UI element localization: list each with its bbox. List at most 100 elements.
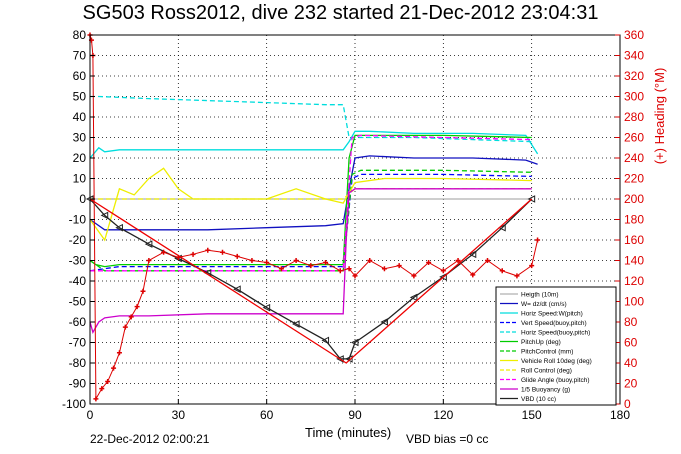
- heading-point: [234, 253, 240, 259]
- legend-label: Vert Speed(buoy,pitch): [521, 320, 587, 327]
- heading-point: [337, 268, 343, 274]
- vbd-point: [115, 223, 123, 232]
- vbd-point: [527, 195, 536, 203]
- legend-label: Horiz Speed(buoy,pitch): [521, 330, 590, 337]
- vbd-point: [468, 250, 477, 259]
- series-horiz-speed-w-pitch--line: [89, 130, 539, 159]
- legend-label: VBD (10 cc): [521, 396, 556, 403]
- heading-point: [352, 273, 358, 279]
- heading-point: [529, 263, 535, 269]
- left-y-tick-label: 70: [73, 49, 87, 63]
- heading-point: [396, 263, 402, 269]
- series-1-5-buoyancy-g--line: [89, 188, 532, 334]
- vbd-point: [498, 223, 506, 232]
- legend-label: PitchControl (mm): [521, 349, 573, 356]
- right-y-tick-label: 20: [624, 377, 638, 391]
- heading-point: [455, 258, 461, 263]
- series-vert-speed-buoy-pitch--line: [89, 173, 532, 272]
- vbd-point: [262, 303, 271, 312]
- axes: -100-90-80-70-60-50-40-30-20-10010203040…: [62, 28, 644, 422]
- legend-label: 1/5 Buoyancy (g): [521, 387, 570, 394]
- vbd-point: [144, 240, 153, 248]
- heading-point: [220, 249, 225, 255]
- left-y-tick-label: -50: [69, 295, 87, 309]
- left-y-tick-label: 30: [73, 131, 87, 145]
- x-tick-label: 180: [610, 408, 630, 422]
- series-glide-angle-buoy-pitch--line: [90, 134, 532, 272]
- vbd-point: [321, 336, 330, 345]
- left-y-tick-label: 10: [73, 172, 87, 186]
- heading-point: [146, 258, 152, 263]
- right-y-tick-label: 280: [624, 110, 644, 124]
- right-y-tick-label: 60: [624, 336, 638, 350]
- right-y-tick-label: 180: [624, 213, 644, 227]
- right-y-tick-label: 120: [624, 274, 644, 288]
- x-tick-label: 60: [260, 408, 274, 422]
- legend-label: Vehicle Roll 10deg (deg): [521, 358, 592, 365]
- heading-point: [116, 350, 122, 356]
- series-pitchup-deg--line: [89, 134, 532, 268]
- heading-point: [308, 263, 314, 269]
- series-horiz-speed-buoy-pitch--line: [90, 95, 532, 143]
- series-depth-heigth-10m--line: [89, 198, 533, 364]
- x-axis-label: Time (minutes): [305, 425, 392, 440]
- vbd-point: [439, 273, 447, 281]
- right-y-tick-label: 300: [624, 90, 644, 104]
- left-y-tick-label: 0: [79, 192, 86, 206]
- heading-point: [440, 268, 446, 274]
- legend-label: Heigth (10m): [521, 292, 559, 299]
- left-y-tick-label: -90: [69, 377, 87, 391]
- heading-point: [535, 237, 541, 243]
- vbd-point: [409, 293, 418, 302]
- legend-label: Horiz Speed:W(pitch): [521, 311, 583, 318]
- heading-point: [161, 249, 167, 255]
- right-y-tick-label: 340: [624, 49, 644, 63]
- left-y-tick-label: -30: [69, 254, 87, 268]
- right-y-axis-label: (+) Heading (°M): [652, 67, 667, 165]
- heading-point: [514, 273, 520, 279]
- x-tick-label: 150: [522, 408, 542, 422]
- heading-point: [264, 260, 270, 266]
- left-y-tick-label: 80: [73, 28, 87, 42]
- heading-point: [426, 260, 432, 266]
- left-y-tick-label: -40: [69, 274, 87, 288]
- right-y-tick-label: 40: [624, 356, 638, 370]
- heading-point: [134, 304, 140, 310]
- vbd-point: [233, 285, 241, 294]
- right-y-tick-label: 100: [624, 295, 644, 309]
- heading-point: [323, 260, 329, 266]
- right-y-tick-label: 320: [624, 69, 644, 83]
- heading-point: [346, 266, 352, 272]
- right-y-tick-label: 140: [624, 254, 644, 268]
- left-y-tick-label: 60: [73, 69, 87, 83]
- right-y-tick-label: 0: [624, 397, 631, 411]
- legend-box: [495, 286, 617, 406]
- x-tick-label: 120: [433, 408, 453, 422]
- left-y-tick-label: -80: [69, 356, 87, 370]
- legend-label: W= dz/dt (cm/s): [521, 301, 567, 308]
- heading-point: [105, 378, 111, 384]
- right-y-tick-label: 260: [624, 131, 644, 145]
- left-y-tick-label: -100: [62, 397, 86, 411]
- right-y-tick-label: 360: [624, 28, 644, 42]
- heading-point: [205, 247, 211, 253]
- vbd-point: [100, 211, 109, 220]
- vbd-point: [336, 355, 344, 363]
- heading-point: [499, 268, 505, 274]
- heading-point: [470, 272, 476, 278]
- series-pitchcontrol-mm--line: [89, 169, 532, 272]
- heading-point: [175, 254, 181, 260]
- heading-point: [140, 288, 146, 294]
- x-tick-label: 0: [87, 408, 94, 422]
- legend-label: Roll Control (deg): [521, 368, 572, 375]
- heading-point: [381, 266, 387, 272]
- heading-point: [293, 258, 299, 263]
- legend: Heigth (10m) W= dz/dt (cm/s) Horiz Speed:W…: [495, 286, 617, 406]
- right-y-tick-label: 220: [624, 172, 644, 186]
- heading-point: [122, 324, 128, 330]
- left-y-tick-label: -70: [69, 336, 87, 350]
- heading-point: [111, 365, 117, 371]
- x-tick-label: 30: [172, 408, 186, 422]
- left-y-tick-label: -60: [69, 315, 87, 329]
